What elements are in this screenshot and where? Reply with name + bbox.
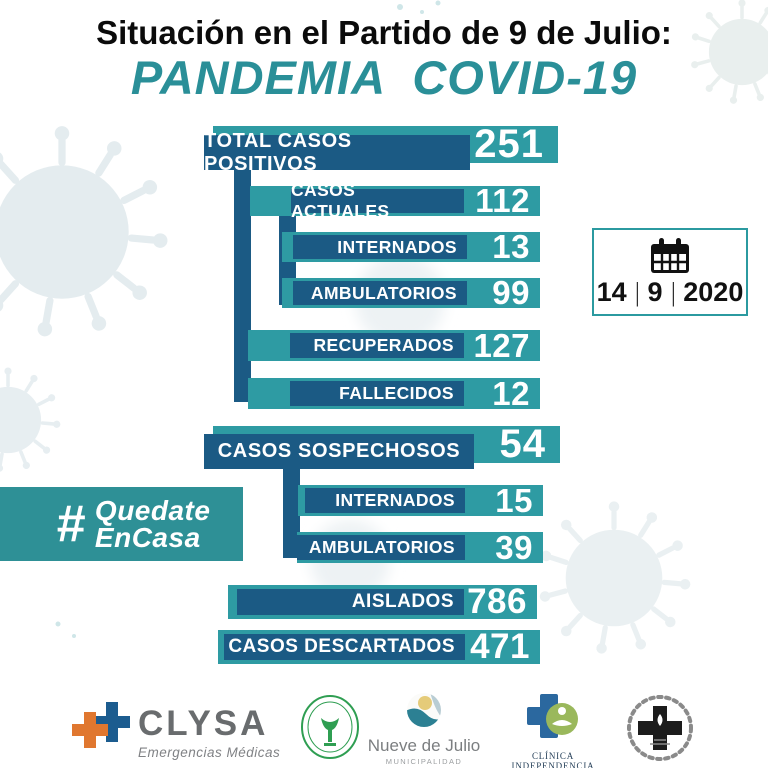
stat-value: 15 bbox=[495, 481, 533, 519]
date-year: 2020 bbox=[683, 276, 744, 307]
stat-bar-ambulatorios2-label: AMBULATORIOS bbox=[297, 535, 465, 560]
stat-bar-recuperados-label: RECUPERADOS bbox=[290, 333, 464, 358]
municipalidad-logo: Nueve de Julio MUNICIPALIDAD bbox=[364, 692, 484, 766]
clysa-logo: CLYSA Emergencias Médicas bbox=[70, 696, 280, 760]
stat-label: INTERNADOS bbox=[335, 490, 455, 510]
stat-label: TOTAL CASOS POSITIVOS bbox=[204, 129, 352, 175]
municipalidad-name: Nueve de Julio bbox=[367, 736, 481, 755]
date-day: 14 bbox=[596, 276, 627, 307]
stat-value: 786 bbox=[467, 582, 527, 621]
connector-total-branch bbox=[234, 148, 251, 402]
page-subtitle: PANDEMIA COVID-19 bbox=[130, 51, 638, 104]
connector-sospechosos-branch bbox=[283, 452, 300, 558]
stat-value: 13 bbox=[492, 228, 530, 265]
clinica-cross-icon bbox=[527, 694, 578, 738]
stat-bar-sospechosos-label: CASOS SOSPECHOSOS bbox=[204, 434, 474, 469]
clysa-tagline: Emergencias Médicas bbox=[138, 745, 281, 760]
stat-value: 12 bbox=[492, 374, 530, 412]
stat-label: AMBULATORIOS bbox=[310, 282, 457, 303]
clysa-name: CLYSA bbox=[138, 704, 269, 743]
stat-label: INTERNADOS bbox=[337, 236, 457, 257]
hashtag-line1: Quedate bbox=[94, 494, 211, 526]
clinica-independencia-logo: CLÍNICA INDEPENDENCIA bbox=[498, 694, 608, 768]
stat-label: RECUPERADOS bbox=[313, 335, 454, 355]
date-panel: 14 | 9 | 2020 bbox=[592, 228, 748, 316]
stat-label: CASOS DESCARTADOS bbox=[228, 636, 455, 657]
footer-logos: CLYSA Emergencias Médicas Nueve de Julio bbox=[0, 686, 768, 768]
date-text: 14 | 9 | 2020 bbox=[597, 277, 744, 308]
stat-bar-internados2-label: INTERNADOS bbox=[305, 488, 465, 513]
stat-label: AISLADOS bbox=[351, 591, 454, 612]
stat-value: 127 bbox=[473, 326, 530, 364]
stat-bar-total-label: TOTAL CASOS POSITIVOS bbox=[204, 130, 470, 175]
date-separator: | bbox=[635, 276, 639, 307]
stat-value: 251 bbox=[474, 122, 544, 166]
stat-bar-fallecidos-label: FALLECIDOS bbox=[290, 381, 464, 406]
stat-bar-descartados-label: CASOS DESCARTADOS bbox=[224, 634, 465, 660]
stat-value: 99 bbox=[492, 274, 530, 311]
date-month: 9 bbox=[647, 276, 663, 307]
stat-bar-aislados-label: AISLADOS bbox=[237, 589, 464, 615]
calendar-icon bbox=[651, 237, 689, 273]
page-title: Situación en el Partido de 9 de Julio: bbox=[96, 14, 672, 51]
stat-value: 39 bbox=[495, 528, 533, 566]
hashtag-line2: EnCasa bbox=[94, 522, 201, 553]
clysa-cross-icon bbox=[72, 702, 130, 748]
stat-value: 471 bbox=[470, 627, 530, 666]
hashtag-symbol: # bbox=[56, 495, 85, 553]
stat-value: 112 bbox=[475, 182, 530, 219]
pharmacy-circle-seal-icon bbox=[301, 695, 359, 759]
stat-label: CASOS SOSPECHOSOS bbox=[217, 440, 461, 462]
quedate-en-casa-banner: # Quedate EnCasa bbox=[0, 487, 243, 561]
stat-label: AMBULATORIOS bbox=[308, 537, 455, 557]
stat-bar-ambulatorios1-label: AMBULATORIOS bbox=[293, 281, 467, 305]
date-separator: | bbox=[671, 276, 675, 307]
municipalidad-tagline: MUNICIPALIDAD bbox=[385, 757, 463, 766]
clinica-name: CLÍNICA INDEPENDENCIA bbox=[511, 751, 595, 768]
nueve-de-julio-emblem-icon bbox=[407, 693, 441, 727]
chain-circle-seal-icon bbox=[627, 695, 693, 761]
stat-value: 54 bbox=[499, 422, 546, 466]
stat-bar-actuales-label: CASOS ACTUALES bbox=[291, 180, 464, 221]
stat-label: CASOS ACTUALES bbox=[291, 180, 390, 221]
stat-bar-internados1-label: INTERNADOS bbox=[293, 235, 467, 259]
stat-label: FALLECIDOS bbox=[339, 383, 454, 403]
